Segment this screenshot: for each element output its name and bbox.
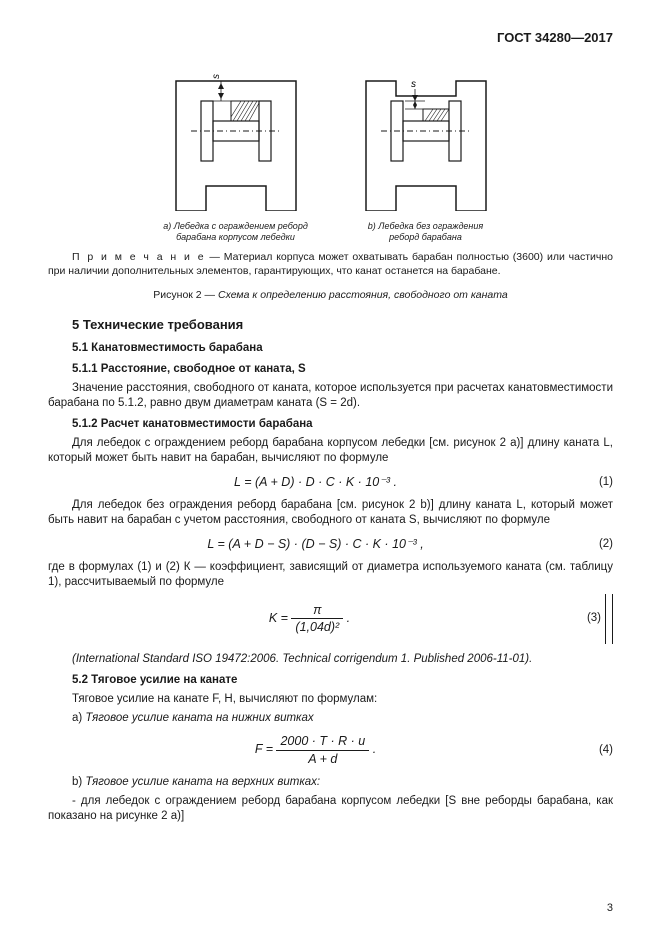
equation-4: F = 2000 · T · R · uA + d . (4) (48, 733, 613, 767)
section-5-1-1-heading: 5.1.1 Расстояние, свободное от каната, S (48, 362, 613, 377)
figure-title-prefix: Рисунок 2 — (153, 289, 218, 301)
para-5-2a: Тяговое усилие на канате F, Н, вычисляют… (48, 692, 613, 707)
eq1-number: (1) (583, 475, 613, 490)
eq3-body: K = π(1,04d)² . (48, 602, 571, 636)
section-5-1-2-heading: 5.1.2 Расчет канатовместимости барабана (48, 417, 613, 432)
para-5-1-2a: Для лебедок с ограждением реборд барабан… (48, 436, 613, 466)
para-5-2c: b) Тяговое усилие каната на верхних витк… (48, 775, 613, 790)
svg-text:s: s (211, 74, 222, 79)
section-5-1-heading: 5.1 Канатовместимость барабана (48, 341, 613, 356)
sec511-text: 5.1.1 Расстояние, свободное от каната, S (72, 363, 306, 375)
figure-row: s a) Лебедка с ограждением ребордбарабан… (48, 61, 613, 243)
eq2-body: L = (A + D − S) · (D − S) · C · K · 10⁻³… (48, 536, 583, 552)
eq3-tail: . (343, 611, 350, 625)
eq3-number: (3) (571, 611, 601, 626)
eq4-tail: . (369, 743, 376, 757)
p52b-text: Тяговое усилие каната на нижних витках (85, 712, 313, 724)
equation-2: L = (A + D − S) · (D − S) · C · K · 10⁻³… (48, 536, 613, 552)
para-5-2b: a) Тяговое усилие каната на нижних витка… (48, 711, 613, 726)
note-label: П р и м е ч а н и е (72, 251, 206, 263)
eq3-bot: (1,04d)² (291, 619, 343, 635)
figure-title: Рисунок 2 — Схема к определению расстоян… (48, 289, 613, 303)
where-text: где в формулах (1) и (2) К — коэффициент… (48, 561, 613, 588)
figure-b-caption: b) Лебедка без огражденияреборд барабана (351, 221, 501, 243)
para-5-2d: - для лебедок с ограждением реборд бараб… (48, 794, 613, 824)
eq4-number: (4) (583, 743, 613, 758)
para-5-1-1: Значение расстояния, свободного от канат… (48, 381, 613, 411)
para-5-1-2b: Для лебедок без ограждения реборд бараба… (48, 498, 613, 528)
svg-text:s: s (411, 79, 416, 90)
iso-reference: (International Standard ISO 19472:2006. … (48, 652, 613, 667)
doc-header: ГОСТ 34280—2017 (48, 30, 613, 47)
section-5-heading: 5 Технические требования (48, 317, 613, 334)
eq1-body: L = (A + D) · D · C · K · 10⁻³ . (48, 474, 583, 490)
figure-title-italic: Схема к определению расстояния, свободно… (218, 289, 508, 301)
where-clause: где в формулах (1) и (2) К — коэффициент… (48, 560, 613, 590)
figure-a: s a) Лебедка с ограждением ребордбарабан… (161, 61, 311, 243)
eq4-lhs: F = (255, 743, 277, 757)
figure-b: s b) Лебедка без огражденияреборд бараба… (351, 61, 501, 243)
figure-a-caption: a) Лебедка с ограждением ребордбарабана … (161, 221, 311, 243)
eq4-top: 2000 · T · R · u (276, 733, 369, 750)
section-5-2-heading: 5.2 Тяговое усилие на канате (48, 673, 613, 688)
eq4-bot: A + d (276, 751, 369, 767)
equation-3-block: K = π(1,04d)² . (3) (48, 594, 613, 644)
eq3-lhs: K = (269, 611, 292, 625)
page-number: 3 (607, 901, 613, 915)
eq2-number: (2) (583, 537, 613, 552)
note: П р и м е ч а н и е — Материал корпуса м… (48, 251, 613, 278)
equation-1: L = (A + D) · D · C · K · 10⁻³ . (1) (48, 474, 613, 490)
eq4-body: F = 2000 · T · R · uA + d . (48, 733, 583, 767)
p52c-text: Тяговое усилие каната на верхних витках: (85, 776, 320, 788)
eq3-top: π (291, 602, 343, 619)
change-bars (605, 594, 613, 644)
